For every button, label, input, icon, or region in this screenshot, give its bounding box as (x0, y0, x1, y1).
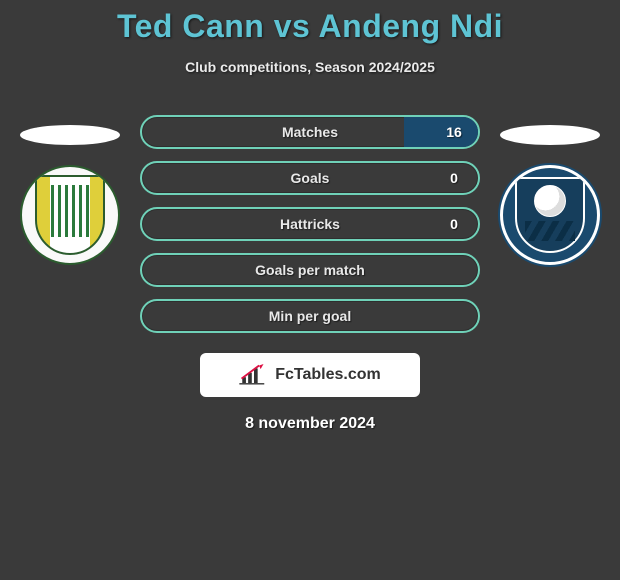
left-team-column (20, 115, 120, 265)
stat-right-value (430, 255, 478, 285)
brand-footer[interactable]: FcTables.com (200, 353, 420, 397)
stat-left-value (142, 301, 190, 331)
stat-right-value: 0 (430, 209, 478, 239)
stat-label: Min per goal (269, 308, 351, 324)
stat-row: Matches 16 (140, 115, 480, 149)
stat-left-value (142, 209, 190, 239)
stat-label: Goals per match (255, 262, 365, 278)
comparison-widget: Ted Cann vs Andeng Ndi Club competitions… (0, 0, 620, 433)
right-team-crest[interactable] (500, 165, 600, 265)
right-team-column (500, 115, 600, 265)
stat-right-value (430, 301, 478, 331)
stat-row: Goals per match (140, 253, 480, 287)
stat-right-value: 0 (430, 163, 478, 193)
stat-label: Goals (291, 170, 330, 186)
stat-row: Goals 0 (140, 161, 480, 195)
brand-label: FcTables.com (275, 366, 381, 384)
page-title: Ted Cann vs Andeng Ndi (0, 8, 620, 45)
left-marker (20, 125, 120, 145)
right-marker (500, 125, 600, 145)
stat-label: Matches (282, 124, 338, 140)
stat-row: Hattricks 0 (140, 207, 480, 241)
stat-left-value (142, 117, 190, 147)
shield-icon (515, 177, 585, 253)
stats-list: Matches 16 Goals 0 Hattricks 0 Goals per match… (140, 115, 480, 333)
stat-left-value (142, 255, 190, 285)
bar-chart-icon (239, 364, 269, 386)
stat-row: Min per goal (140, 299, 480, 333)
shield-icon (35, 175, 105, 255)
columns: Matches 16 Goals 0 Hattricks 0 Goals per match… (0, 115, 620, 333)
stat-left-value (142, 163, 190, 193)
stat-right-value: 16 (430, 117, 478, 147)
subtitle: Club competitions, Season 2024/2025 (0, 59, 620, 75)
stat-label: Hattricks (280, 216, 340, 232)
date-label: 8 november 2024 (0, 415, 620, 433)
left-team-crest[interactable] (20, 165, 120, 265)
